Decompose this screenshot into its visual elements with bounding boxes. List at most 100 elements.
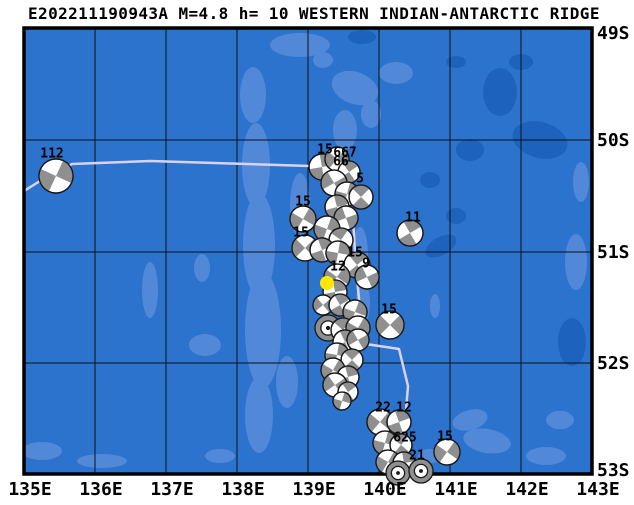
focal-mechanism-quadrant [321,171,334,190]
focal-mechanism [408,458,434,484]
focal-mechanism [348,184,374,210]
focal-mechanism-quadrant [309,167,325,180]
focal-mechanism-rim [346,328,370,352]
bathymetry-patch [430,294,440,318]
bathymetry-patch [194,254,210,282]
focal-mechanism-quadrant [403,220,422,233]
bathymetry-patch [526,447,566,465]
bathymetry-patch [270,33,330,57]
focal-mechanism-rim [332,391,352,411]
focal-mechanism [396,219,424,247]
bathymetry-patch [348,30,376,44]
lon-axis-label: 136E [79,479,122,500]
focal-mechanism-label: 11 [405,211,421,226]
focal-mechanism [386,409,412,435]
focal-mechanism-quadrant [331,228,348,240]
focal-mechanism [385,460,411,486]
focal-mechanism-quadrant [352,197,370,209]
bathymetry-patch [463,428,511,454]
bathymetry-patch [276,356,298,408]
focal-mechanism [38,158,74,194]
focal-mechanism-quadrant [367,413,380,432]
focal-mechanism-label: 9 [362,257,370,272]
focal-mechanism [354,264,380,290]
focal-mechanism-quadrant [313,297,323,312]
focal-mechanism-label: 15 [347,246,363,261]
bathymetry-patch [452,409,488,431]
focal-mechanism-quadrant [402,452,415,463]
focal-mechanism-quadrant [447,441,460,460]
focal-mechanism-label: 21 [409,449,425,464]
bathymetry-patch [483,68,517,116]
focal-mechanism-label: 625 [393,431,416,446]
bathymetry-patch [142,262,158,318]
focal-mechanism-quadrant [39,168,56,192]
focal-mechanism-label: 15 [295,195,311,210]
focal-mechanism-quadrant [292,238,305,258]
lon-axis-label: 141E [434,479,477,500]
focal-mechanism-label: 12 [330,260,346,275]
focal-mechanism [375,310,405,340]
bathymetry-patch [205,449,235,463]
focal-mechanism [332,391,352,411]
bathymetry-patch [243,193,275,297]
bathymetry-patch [361,100,381,128]
focal-mechanism-quadrant [333,318,351,330]
focal-mechanism-quadrant [323,375,335,392]
lat-axis-label: 53S [597,460,630,481]
focal-mechanism-quadrant [334,294,350,305]
focal-mechanism-quadrant [342,382,357,392]
lon-axis-label: 137E [150,479,193,500]
focal-mechanism-quadrant [325,151,337,169]
focal-mechanism-dot [396,471,400,475]
bathymetry-patch [24,442,62,460]
focal-mechanism-quadrant [376,456,388,473]
focal-mechanism [433,438,461,466]
lat-axis-label: 50S [597,130,630,151]
focal-mechanism-quadrant [392,434,409,445]
focal-mechanism-label: 12 [396,401,412,416]
lat-axis-label: 51S [597,242,630,263]
focal-mechanism-dot [419,469,423,473]
lon-axis-label: 140E [363,479,406,500]
focal-mechanism-quadrant [344,349,360,360]
focal-mechanism-quadrant [330,305,346,316]
lon-axis-label: 143E [576,479,619,500]
focal-mechanism-label: 15 [437,430,453,445]
focal-mechanism-quadrant [358,317,370,334]
lon-axis-label: 139E [292,479,335,500]
bathymetry-patch [446,56,466,68]
focal-mechanism-label: 22 [375,401,391,416]
focal-mechanism-quadrant [338,241,350,256]
bathymetry-patch [333,110,357,150]
bathymetry-patch [240,67,266,123]
focal-mechanism-quadrant [337,266,350,285]
lon-axis-label: 138E [221,479,264,500]
focal-mechanism-rim [396,219,424,247]
focal-mechanism-quadrant [352,185,370,197]
focal-mechanism-quadrant [342,161,359,172]
lon-axis-label: 135E [8,479,51,500]
focal-mechanism-quadrant [367,271,379,288]
bathymetry-patch [565,234,587,290]
epicenter-marker [320,276,334,290]
bathymetry-patch [446,208,466,224]
bathymetry-patch [379,62,413,84]
lon-axis-label: 142E [505,479,548,500]
focal-mechanism-quadrant [321,364,333,381]
focal-mechanism-rim [375,310,405,340]
bathymetry-patch [313,52,333,68]
bathymetry-patch [558,318,586,366]
bathymetry-patch [245,272,281,388]
focal-mechanism-quadrant [355,266,367,283]
lat-axis-label: 49S [597,23,630,44]
focal-mechanism-quadrant [347,330,358,346]
focal-mechanism-rim [38,158,74,194]
focal-mechanism-label: 15 [317,143,333,158]
focal-mechanism-rim [386,409,412,435]
focal-mechanism-quadrant [303,207,316,226]
focal-mechanism-label: 66 [333,155,349,170]
focal-mechanism-label: 667 [333,146,356,161]
focal-mechanism-quadrant [348,252,367,265]
